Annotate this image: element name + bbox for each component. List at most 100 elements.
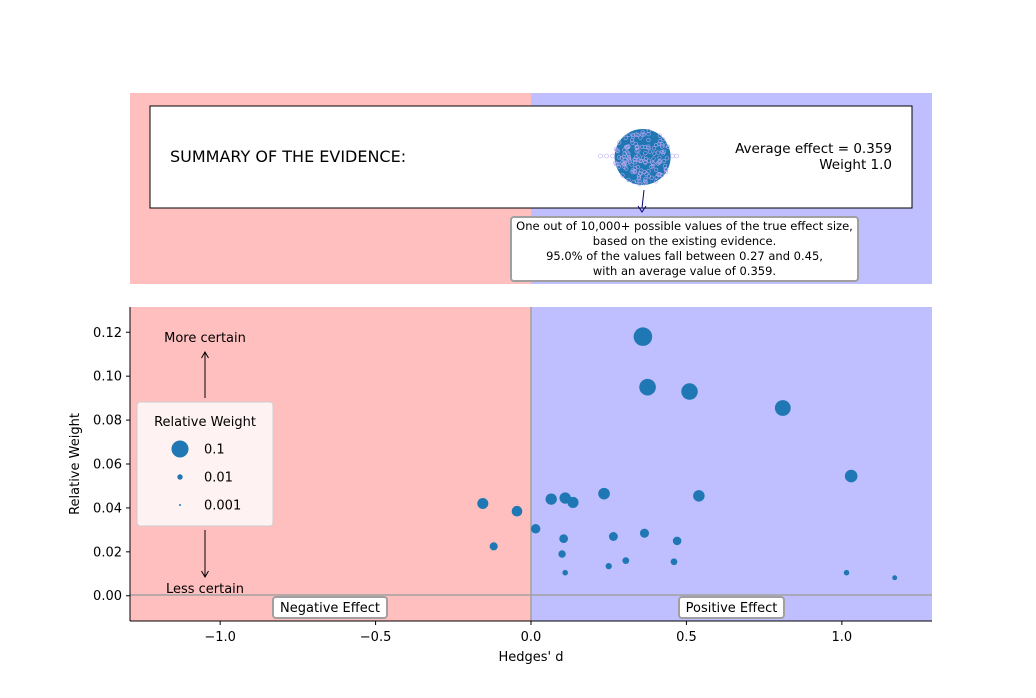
data-point: [892, 575, 898, 581]
cloud-sample: [659, 142, 664, 147]
legend-marker: [171, 440, 189, 458]
cloud-sample: [646, 144, 651, 149]
x-ticks: −1.0 −0.5 0.0 0.5 1.0: [204, 621, 852, 645]
cloud-sample: [657, 133, 663, 138]
scatter-plot: −1.0 −0.5 0.0 0.5 1.0 0.000.020.040.060.080.…: [68, 307, 932, 665]
data-point: [605, 562, 612, 570]
summary-title: SUMMARY OF THE EVIDENCE:: [170, 147, 406, 166]
data-point: [681, 383, 698, 400]
cloud-sample: [651, 146, 657, 151]
cloud-sample: [658, 138, 663, 144]
cloud-sample: [640, 144, 645, 149]
cloud-sample: [646, 128, 651, 134]
cloud-sample: [651, 156, 656, 161]
cloud-sample: [655, 150, 661, 155]
cloud-sample: [629, 162, 634, 167]
y-tick-label: 0.02: [93, 545, 122, 560]
data-point: [559, 534, 568, 544]
cloud-sample: [617, 155, 622, 160]
cloud-pointer-arrowhead: [637, 205, 647, 213]
cloud-sample: [626, 177, 631, 183]
cloud-sample: [643, 151, 648, 156]
summary-note-line-2: based on the existing evidence.: [593, 234, 776, 248]
cloud-sample: [661, 158, 667, 164]
cloud-sample: [666, 144, 671, 149]
data-point: [562, 569, 568, 576]
legend-title: Relative Weight: [154, 415, 256, 430]
y-tick-label: 0.00: [93, 589, 122, 604]
y-tick-label: 0.10: [93, 370, 122, 385]
cloud-sample: [621, 161, 627, 167]
legend-entries: 0.1 0.01 0.001: [171, 440, 241, 514]
cloud-sample: [635, 179, 640, 184]
cloud-sample: [647, 149, 653, 154]
negative-effect-label-box: [272, 596, 388, 619]
average-effect-label: Average effect = 0.359: [735, 141, 892, 157]
positive-effect-label-box: [678, 596, 785, 619]
summary-note-box: [510, 216, 859, 282]
cloud-sample: [649, 164, 654, 170]
data-point: [774, 400, 791, 416]
more-certain-arrowhead: [201, 351, 209, 359]
summary-box: [149, 105, 913, 209]
x-tick-label: −0.5: [360, 630, 392, 645]
cloud-sample: [634, 155, 639, 160]
cloud-sample: [661, 149, 666, 154]
cloud-sample: [598, 153, 603, 159]
data-point: [608, 532, 618, 541]
positive-effect-label: Positive Effect: [686, 601, 778, 616]
legend-marker: [177, 474, 183, 480]
legend-label: 0.1: [204, 443, 225, 458]
cloud-mass: [614, 129, 671, 185]
y-axis-label: Relative Weight: [68, 413, 83, 515]
data-point: [639, 378, 656, 396]
cloud-sample: [632, 160, 638, 165]
data-point: [670, 558, 678, 566]
legend-label: 0.01: [204, 471, 233, 486]
cloud-sample: [632, 168, 637, 174]
cloud-sample: [657, 155, 662, 160]
cloud-sample: [630, 169, 635, 175]
cloud-sample: [622, 157, 627, 162]
cloud-sample: [630, 140, 635, 145]
cloud-sample: [624, 144, 629, 150]
y-tick-label: 0.04: [93, 501, 122, 516]
weight-label: Weight 1.0: [819, 157, 892, 173]
cloud-sample: [626, 156, 631, 161]
cloud-sample: [613, 147, 618, 152]
data-point: [844, 469, 858, 483]
data-point: [693, 490, 705, 502]
cloud-sample: [649, 175, 654, 180]
cloud-sample: [635, 144, 640, 149]
cloud-sample: [615, 161, 620, 167]
x-tick-label: −1.0: [204, 630, 236, 645]
cloud-sample: [635, 132, 641, 138]
cloud-sample: [654, 167, 659, 172]
cloud-sample: [637, 171, 642, 176]
cloud-sample: [640, 155, 646, 160]
cloud-sample: [642, 170, 647, 175]
cloud-sample: [630, 138, 635, 143]
cloud-sample: [662, 163, 668, 169]
summary-note-line-1: One out of 10,000+ possible values of th…: [516, 219, 853, 233]
summary-note-line-3: 95.0% of the values fall between 0.27 an…: [546, 249, 823, 263]
cloud-sample: [620, 160, 625, 165]
y-ticks: 0.00 0.02 0.04 0.06 0.08 0.10 0.12: [93, 326, 130, 604]
data-point: [545, 493, 557, 505]
x-axis-label: Hedges' d: [498, 650, 563, 665]
cloud-sample: [626, 132, 631, 138]
data-point: [639, 528, 650, 538]
cloud-sample: [646, 132, 651, 137]
summary-cloud: [598, 128, 679, 187]
cloud-sample: [646, 169, 651, 174]
cloud-sample: [635, 164, 640, 170]
cloud-sample: [659, 149, 665, 155]
less-certain-label: Less certain: [166, 582, 244, 597]
cloud-sample: [624, 161, 629, 166]
more-certain-label: More certain: [164, 331, 246, 346]
cloud-sample: [614, 148, 619, 153]
data-point: [530, 524, 541, 534]
cloud-sample: [651, 161, 656, 166]
cloud-sample: [636, 158, 641, 163]
cloud-sample: [653, 179, 659, 184]
